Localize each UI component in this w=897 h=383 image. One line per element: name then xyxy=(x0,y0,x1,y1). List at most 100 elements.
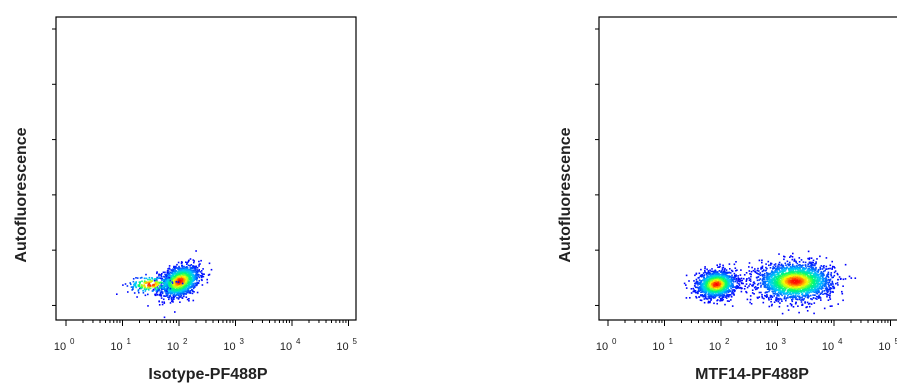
data-point xyxy=(695,278,698,281)
data-point xyxy=(824,281,827,283)
data-point xyxy=(768,289,771,291)
data-point xyxy=(795,260,797,263)
data-point xyxy=(829,290,832,292)
data-point xyxy=(700,294,702,297)
data-point xyxy=(192,266,194,269)
data-point xyxy=(192,269,195,272)
data-point xyxy=(139,286,142,289)
data-point xyxy=(829,305,832,307)
data-point xyxy=(769,272,771,275)
data-point xyxy=(743,274,746,276)
data-point xyxy=(714,291,717,293)
data-point xyxy=(748,277,750,279)
data-point xyxy=(719,277,721,279)
data-point xyxy=(195,278,197,281)
data-point xyxy=(173,292,176,294)
data-point xyxy=(770,298,772,300)
data-point xyxy=(148,287,151,289)
data-point xyxy=(155,288,157,291)
data-point xyxy=(190,264,193,266)
data-point xyxy=(742,277,745,280)
data-point xyxy=(800,291,803,294)
data-point xyxy=(720,281,723,284)
data-point xyxy=(798,274,800,276)
data-point xyxy=(831,260,833,263)
data-point xyxy=(722,276,724,278)
data-point xyxy=(740,290,743,293)
data-point xyxy=(186,269,188,271)
data-point xyxy=(763,281,766,284)
data-point xyxy=(190,283,192,286)
data-point xyxy=(731,290,734,293)
data-point xyxy=(779,290,782,292)
data-point xyxy=(779,279,782,282)
data-point xyxy=(729,272,732,274)
data-point xyxy=(730,282,732,285)
data-point xyxy=(777,289,780,292)
data-point xyxy=(822,287,824,289)
data-point xyxy=(700,299,703,302)
data-point xyxy=(704,294,707,296)
data-point xyxy=(695,273,698,275)
data-point xyxy=(715,286,718,289)
data-point xyxy=(726,274,728,277)
data-point xyxy=(126,285,129,287)
data-point xyxy=(157,277,159,280)
data-point xyxy=(173,283,175,286)
data-point xyxy=(800,259,803,261)
data-point xyxy=(169,295,171,297)
data-point xyxy=(818,296,821,298)
data-point xyxy=(823,274,825,277)
data-point xyxy=(186,267,189,269)
data-point xyxy=(774,283,777,285)
data-point xyxy=(177,281,180,283)
data-point xyxy=(703,287,706,290)
data-point xyxy=(771,290,773,293)
data-point xyxy=(185,281,187,283)
data-point xyxy=(754,270,756,273)
data-point xyxy=(169,271,171,274)
data-point xyxy=(711,293,714,295)
data-point xyxy=(183,290,185,293)
data-point xyxy=(192,299,195,302)
data-point xyxy=(163,282,166,284)
data-point xyxy=(184,268,186,271)
data-point xyxy=(794,283,797,286)
data-point xyxy=(162,285,165,287)
data-point xyxy=(727,295,730,298)
data-point xyxy=(713,284,716,287)
data-point xyxy=(706,282,708,285)
data-point xyxy=(802,261,805,263)
data-point xyxy=(804,301,806,303)
data-point xyxy=(191,289,194,291)
data-point xyxy=(752,284,754,287)
data-point xyxy=(193,278,196,281)
data-point xyxy=(817,289,820,292)
data-point xyxy=(796,267,798,270)
data-point xyxy=(774,263,777,265)
data-point xyxy=(782,292,784,294)
x-axis-title-1: Isotype-PF488P xyxy=(148,366,267,383)
data-point xyxy=(774,290,777,292)
data-point xyxy=(148,280,151,283)
data-point xyxy=(189,271,191,274)
data-point xyxy=(700,281,703,283)
data-point xyxy=(832,286,835,288)
data-point xyxy=(761,297,764,299)
data-point xyxy=(815,272,817,274)
data-point xyxy=(789,280,792,282)
data-point xyxy=(796,275,799,278)
data-point xyxy=(812,297,815,299)
data-point xyxy=(137,290,140,292)
data-point xyxy=(793,265,795,268)
data-point xyxy=(791,287,794,290)
data-point xyxy=(711,268,713,270)
data-point xyxy=(801,281,804,283)
data-point xyxy=(187,288,189,290)
data-point xyxy=(818,294,820,297)
data-point xyxy=(829,279,831,281)
data-point xyxy=(782,285,785,288)
data-point xyxy=(143,281,146,283)
data-point xyxy=(815,275,817,277)
data-point xyxy=(180,293,182,295)
